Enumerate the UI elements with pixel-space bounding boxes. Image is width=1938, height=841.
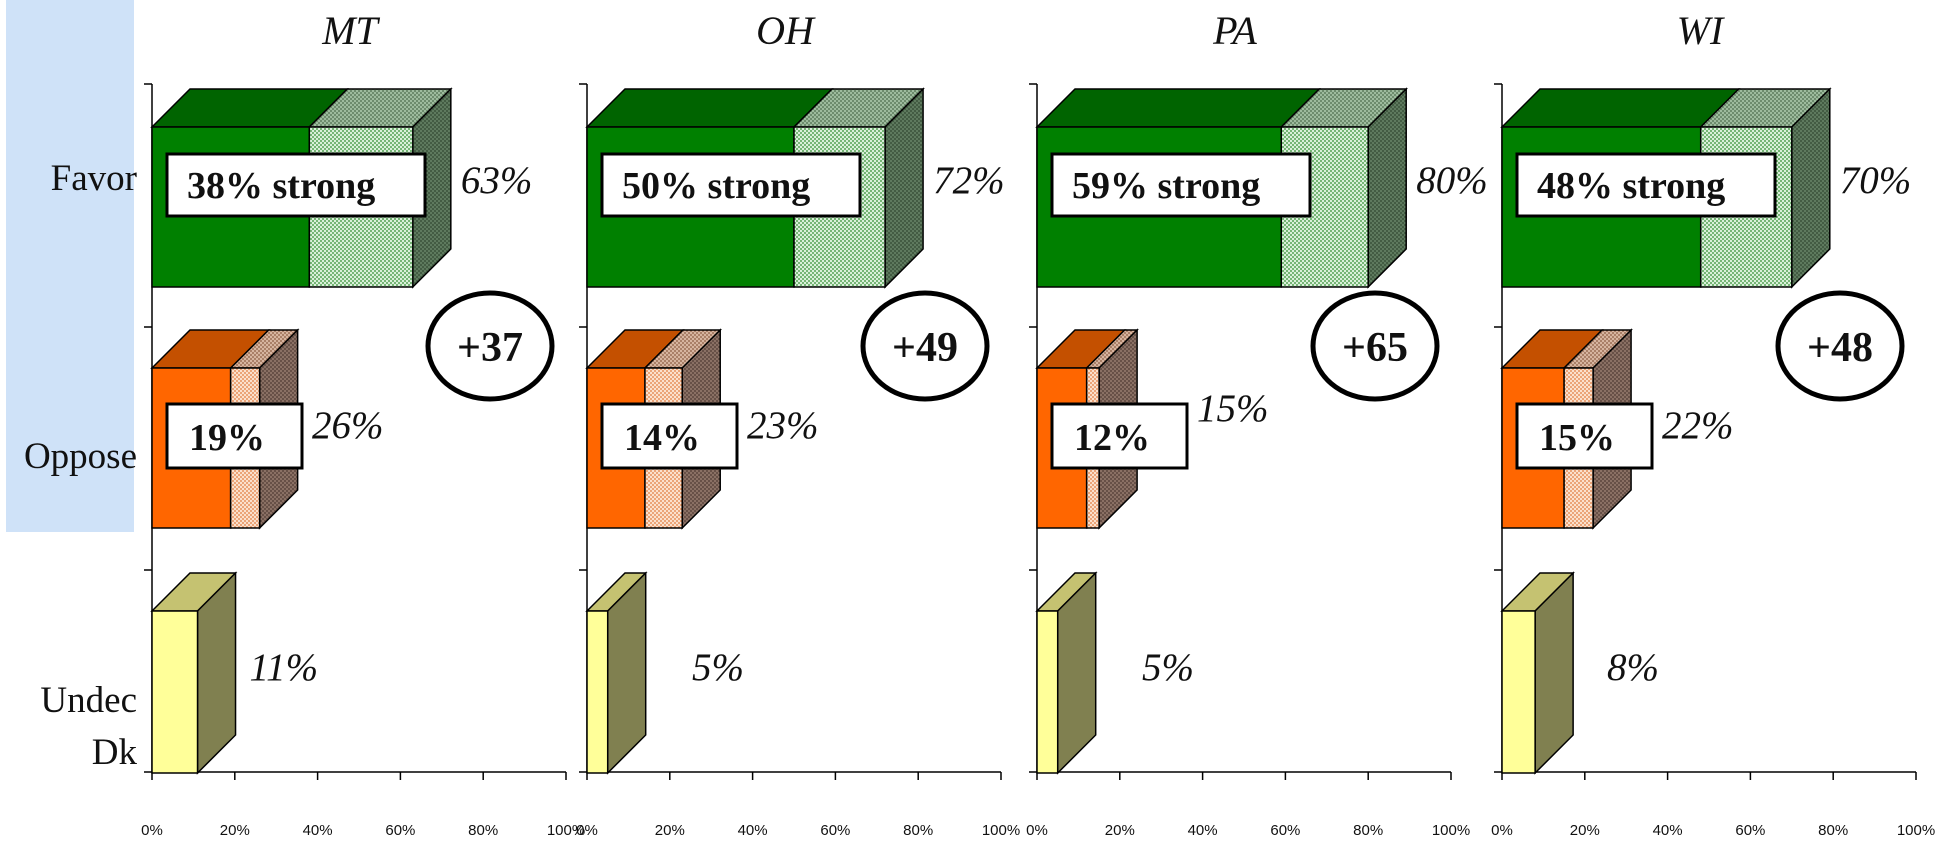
total-label-oppose: 26% — [312, 404, 384, 447]
net-score-circle — [860, 290, 990, 402]
x-tick-label: 20% — [1105, 822, 1135, 839]
strong-label-box — [165, 402, 304, 470]
category-labels: Favor Oppose Undec Dk — [24, 158, 138, 773]
net-score-label: +49 — [892, 325, 958, 371]
total-label-oppose: 22% — [1662, 404, 1734, 447]
net-score-label: +48 — [1807, 325, 1873, 371]
strong-label: 15% — [1539, 417, 1615, 459]
x-tick-label: 80% — [903, 822, 933, 839]
category-label-3: Dk — [92, 732, 138, 773]
total-label-undec: 11% — [250, 646, 319, 689]
x-tick-label: 40% — [738, 822, 768, 839]
panel-oh: 0% 20% 40% 60% 80% 100% OH 50% strong 72% 14% 23% 5… — [576, 8, 1020, 839]
strong-label-box — [1050, 152, 1312, 218]
strong-label-box — [1050, 402, 1189, 470]
x-tick-label: 100% — [547, 822, 585, 839]
x-tick-label: 80% — [1818, 822, 1848, 839]
strong-label-box — [1515, 402, 1654, 470]
bar-favor-strong-top — [585, 88, 834, 128]
total-label-favor: 72% — [933, 159, 1005, 202]
total-label-undec: 8% — [1607, 646, 1659, 689]
net-score-label: +65 — [1342, 325, 1408, 371]
x-tick-label: 0% — [141, 822, 163, 839]
panel-pa: 0% 20% 40% 60% 80% 100% PA 59% strong 80% 12% 15% 5… — [1026, 8, 1488, 839]
panel-title: WI — [1677, 8, 1725, 53]
strong-label: 14% — [624, 417, 700, 459]
bar-favor-strong-top — [1035, 88, 1322, 128]
panel-title: PA — [1212, 8, 1257, 53]
total-label-oppose: 23% — [747, 404, 819, 447]
bar-favor-strong-top — [1500, 88, 1741, 128]
bar-undec — [586, 610, 609, 774]
net-score-circle — [425, 290, 555, 402]
net-score-circle — [1775, 290, 1905, 402]
x-tick-label: 20% — [220, 822, 250, 839]
strong-label: 19% — [189, 417, 265, 459]
category-label-3: Undec — [40, 680, 137, 721]
x-tick-label: 80% — [468, 822, 498, 839]
x-tick-label: 40% — [1188, 822, 1218, 839]
x-tick-label: 100% — [1432, 822, 1470, 839]
panel-wi: 0% 20% 40% 60% 80% 100% WI 48% strong 70% 15% 22% 8… — [1491, 8, 1935, 839]
x-tick-label: 0% — [1491, 822, 1513, 839]
x-tick-label: 100% — [1897, 822, 1935, 839]
strong-label-box — [1515, 152, 1777, 218]
bar-undec — [1036, 610, 1059, 774]
x-tick-label: 20% — [655, 822, 685, 839]
x-tick-label: 60% — [1735, 822, 1765, 839]
net-score-label: +37 — [457, 325, 523, 371]
net-score-circle — [1310, 290, 1440, 402]
total-label-favor: 80% — [1416, 159, 1488, 202]
x-tick-label: 40% — [1653, 822, 1683, 839]
strong-label: 38% strong — [187, 165, 375, 207]
total-label-favor: 70% — [1840, 159, 1912, 202]
strong-label-box — [600, 152, 862, 218]
panel-title: MT — [321, 8, 380, 53]
strong-label: 48% strong — [1537, 165, 1725, 207]
x-tick-label: 40% — [303, 822, 333, 839]
strong-label-box — [600, 402, 739, 470]
state-panels: 0% 20% 40% 60% 80% 100% MT 38% strong 63% 19% 26% 1… — [141, 8, 1935, 839]
total-label-oppose: 15% — [1197, 387, 1269, 430]
strong-label: 50% strong — [622, 165, 810, 207]
category-highlight — [6, 0, 134, 532]
strong-label: 12% — [1074, 417, 1150, 459]
x-tick-label: 0% — [576, 822, 598, 839]
x-tick-label: 80% — [1353, 822, 1383, 839]
category-label-1: Favor — [51, 158, 137, 199]
panel-mt: 0% 20% 40% 60% 80% 100% MT 38% strong 63% 19% 26% 1… — [141, 8, 585, 839]
strong-label-box — [165, 152, 427, 218]
x-tick-label: 0% — [1026, 822, 1048, 839]
x-tick-label: 60% — [820, 822, 850, 839]
strong-label: 59% strong — [1072, 165, 1260, 207]
x-tick-label: 60% — [385, 822, 415, 839]
bar-undec — [1501, 610, 1536, 774]
total-label-favor: 63% — [461, 159, 533, 202]
x-tick-label: 20% — [1570, 822, 1600, 839]
total-label-undec: 5% — [1142, 646, 1194, 689]
total-label-undec: 5% — [692, 646, 744, 689]
panel-title: OH — [756, 8, 816, 53]
x-tick-label: 100% — [982, 822, 1020, 839]
x-tick-label: 60% — [1270, 822, 1300, 839]
bar-undec — [151, 610, 199, 774]
category-label-2: Oppose — [24, 436, 137, 477]
